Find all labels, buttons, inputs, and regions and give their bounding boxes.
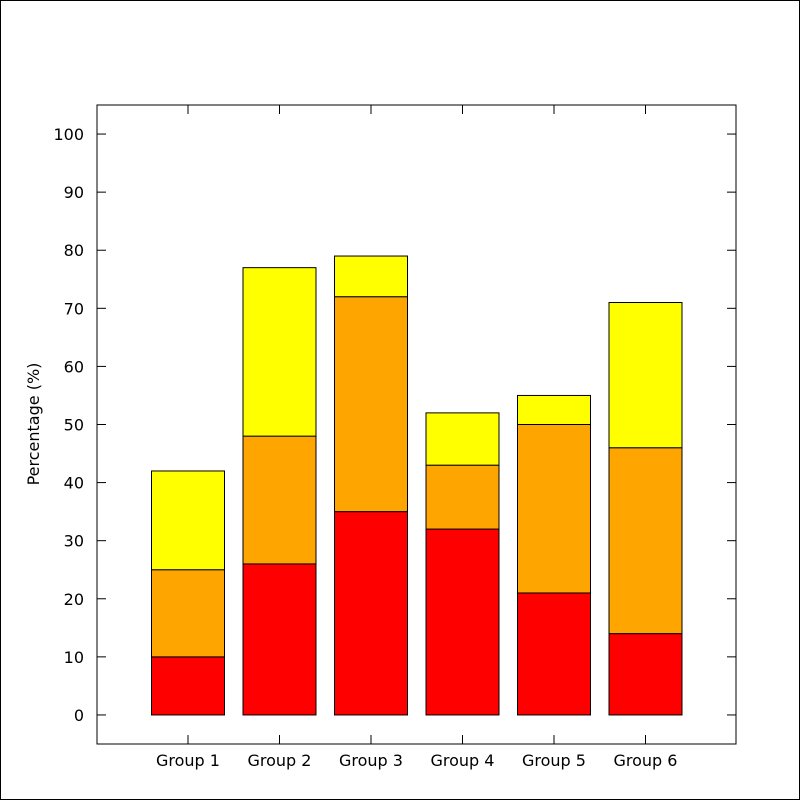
x-tick-label: Group 2 [248,751,312,770]
bars-group [151,255,683,716]
x-tick-label: Group 6 [614,751,678,770]
bar-segment-2-group-4 [425,464,500,530]
x-tick-label: Group 4 [431,751,495,770]
y-tick-label: 0 [74,706,84,725]
y-tick-label: 20 [64,590,84,609]
y-tick-label: 40 [64,474,84,493]
x-tick-label: Group 5 [522,751,586,770]
bar-segment-3-group-6 [608,302,683,449]
bar-segment-2-group-5 [517,424,591,594]
y-axis-title: Percentage (%) [24,363,43,486]
bar-segment-1-group-5 [517,592,591,716]
bar-segment-2-group-1 [151,569,225,658]
bar-segment-1-group-4 [425,528,500,716]
y-tick-label: 100 [53,125,84,144]
y-tick-label: 60 [64,357,84,376]
y-tick-label: 30 [64,532,84,551]
bar-segment-3-group-4 [425,412,500,466]
bar-segment-1-group-2 [242,563,317,716]
bar-segment-3-group-1 [151,470,225,571]
x-tick-label: Group 1 [156,751,220,770]
bar-segment-3-group-2 [242,267,317,437]
bar-segment-1-group-1 [151,656,225,716]
bar-segment-3-group-5 [517,394,591,426]
bar-segment-1-group-3 [334,511,408,716]
y-axis: 0 10 20 30 40 50 60 70 80 90 100 [53,125,736,725]
bar-segment-3-group-3 [334,255,408,298]
y-tick-label: 80 [64,241,84,260]
y-tick-label: 70 [64,299,84,318]
y-tick-label: 50 [64,416,84,435]
y-tick-label: 90 [64,183,84,202]
y-tick-label: 10 [64,648,84,667]
bar-segment-1-group-6 [608,633,683,716]
bar-segment-2-group-6 [608,447,683,635]
bar-segment-2-group-2 [242,435,317,565]
x-axis: Group 1 Group 2 Group 3 Group 4 Group 5 Group… [156,105,677,770]
x-tick-label: Group 3 [339,751,403,770]
bar-segment-2-group-3 [334,296,408,513]
